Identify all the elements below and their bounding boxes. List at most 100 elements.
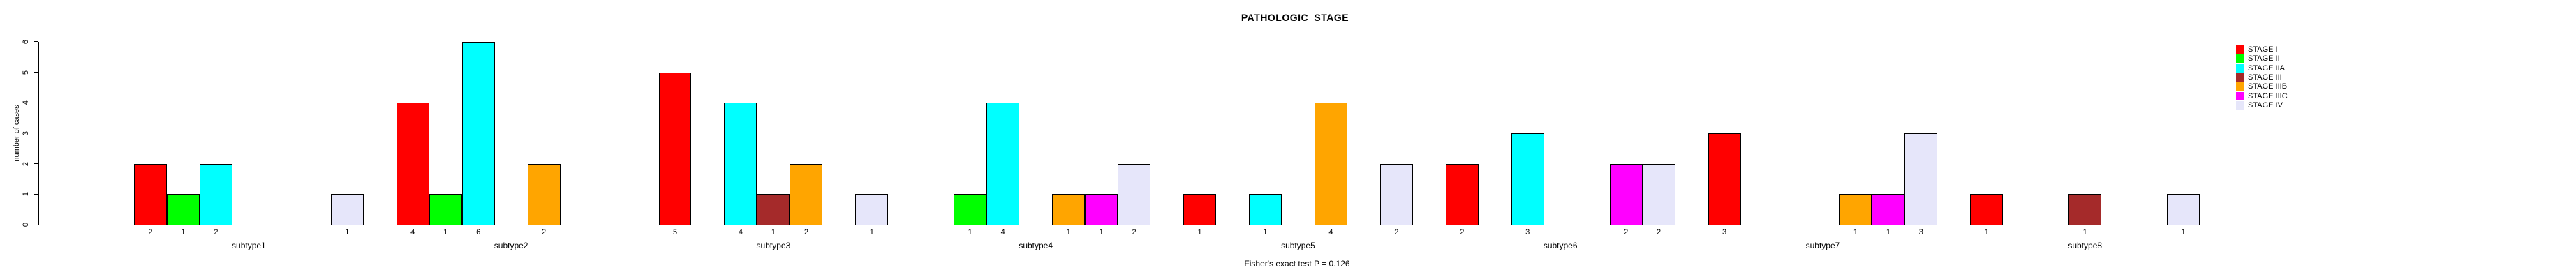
y-tick-label: 4 — [22, 100, 30, 105]
group-label-subtype7: subtype7 — [1805, 241, 1840, 250]
bar-subtype2-stage-iia — [461, 41, 495, 225]
bar-count-label: 1 — [968, 228, 972, 236]
y-tick-mark — [34, 163, 38, 165]
legend-label-stage-iia: STAGE IIA — [2248, 63, 2285, 73]
legend-swatch-stage-iia — [2236, 63, 2244, 73]
bar-count-label: 3 — [1525, 228, 1530, 236]
bar-subtype5-stage-i — [1183, 194, 1216, 225]
bar-count-label: 1 — [443, 228, 448, 236]
y-tick-label: 1 — [22, 192, 30, 197]
bar-subtype6-stage-iiic — [1609, 163, 1643, 225]
bar-subtype3-stage-iii — [757, 194, 790, 225]
bar-count-label: 2 — [1624, 228, 1629, 236]
bar-count-label: 1 — [2082, 228, 2087, 236]
bar-subtype3-stage-i — [658, 72, 692, 225]
legend-swatch-stage-i — [2236, 45, 2244, 54]
bar-subtype2-stage-iiib — [527, 163, 561, 225]
bar-count-label: 2 — [1460, 228, 1465, 236]
bar-count-label: 1 — [345, 228, 350, 236]
bar-count-label: 2 — [1657, 228, 1661, 236]
y-tick-mark — [34, 193, 38, 195]
bar-count-label: 3 — [1722, 228, 1727, 236]
bar-count-label: 1 — [1853, 228, 1858, 236]
bar-subtype7-stage-i — [1708, 133, 1741, 225]
bar-subtype8-stage-iv — [2167, 194, 2200, 225]
legend-swatch-stage-iiic — [2236, 91, 2244, 100]
bar-count-label: 3 — [1918, 228, 1923, 236]
legend-swatch-stage-iii — [2236, 73, 2244, 82]
legend-label-stage-i: STAGE I — [2248, 45, 2278, 54]
bar-subtype4-stage-iia — [986, 103, 1020, 225]
legend-label-stage-iv: STAGE IV — [2248, 100, 2283, 110]
bar-count-label: 2 — [804, 228, 808, 236]
legend-label-stage-iii: STAGE III — [2248, 73, 2282, 82]
bar-subtype8-stage-iii — [2068, 194, 2102, 225]
group-label-subtype1: subtype1 — [232, 241, 266, 250]
group-label-subtype8: subtype8 — [2068, 241, 2103, 250]
y-axis-line — [38, 42, 39, 225]
bar-count-label: 1 — [1984, 228, 1989, 236]
bar-subtype3-stage-iv — [855, 194, 889, 225]
legend-label-stage-iiib: STAGE IIIB — [2248, 82, 2288, 91]
legend-label-stage-ii: STAGE II — [2248, 54, 2280, 63]
footer-annotation: Fisher's exact test P = 0.126 — [1244, 259, 1350, 269]
bar-subtype6-stage-iv — [1642, 163, 1675, 225]
legend-swatch-stage-iiib — [2236, 82, 2244, 91]
bar-count-label: 1 — [181, 228, 186, 236]
bar-count-label: 1 — [1099, 228, 1104, 236]
bar-subtype6-stage-i — [1445, 163, 1479, 225]
legend-label-stage-iiic: STAGE IIIC — [2248, 91, 2288, 100]
bar-count-label: 2 — [1394, 228, 1399, 236]
bar-count-label: 4 — [1328, 228, 1333, 236]
group-label-subtype5: subtype5 — [1281, 241, 1315, 250]
y-tick-mark — [34, 41, 38, 43]
bar-count-label: 1 — [1066, 228, 1071, 236]
bar-subtype2-stage-ii — [429, 194, 462, 225]
bar-subtype4-stage-ii — [954, 194, 987, 225]
bar-subtype4-stage-iv — [1118, 163, 1151, 225]
bar-count-label: 2 — [542, 228, 547, 236]
bar-count-label: 4 — [1000, 228, 1005, 236]
y-axis-label: number of cases — [13, 105, 21, 162]
legend-swatch-stage-ii — [2236, 54, 2244, 63]
y-tick-label: 0 — [22, 222, 30, 227]
bar-count-label: 2 — [214, 228, 219, 236]
group-label-subtype4: subtype4 — [1019, 241, 1053, 250]
bar-count-label: 1 — [1197, 228, 1202, 236]
bar-subtype3-stage-iia — [724, 103, 757, 225]
bar-count-label: 4 — [410, 228, 415, 236]
bar-count-label: 5 — [672, 228, 678, 236]
bar-subtype2-stage-i — [396, 103, 429, 225]
bar-subtype4-stage-iiib — [1052, 194, 1086, 225]
bar-subtype1-stage-i — [134, 163, 167, 225]
bar-subtype4-stage-iiic — [1085, 194, 1118, 225]
bar-subtype7-stage-iiib — [1839, 194, 1872, 225]
y-tick-label: 6 — [22, 39, 30, 45]
bar-subtype5-stage-iia — [1248, 194, 1282, 225]
bar-subtype1-stage-iv — [330, 194, 364, 225]
bar-subtype5-stage-iiib — [1314, 103, 1347, 225]
bar-count-label: 2 — [1132, 228, 1137, 236]
bar-count-label: 1 — [2181, 228, 2186, 236]
bar-count-label: 1 — [1263, 228, 1268, 236]
bar-subtype5-stage-iv — [1379, 163, 1413, 225]
bar-subtype8-stage-i — [1970, 194, 2004, 225]
y-tick-label: 5 — [22, 70, 30, 75]
bar-subtype6-stage-iia — [1511, 133, 1544, 225]
group-label-subtype6: subtype6 — [1543, 241, 1578, 250]
y-tick-label: 3 — [22, 130, 30, 136]
bar-count-label: 1 — [869, 228, 874, 236]
legend-swatch-stage-iv — [2236, 100, 2244, 110]
bar-count-label: 6 — [476, 228, 481, 236]
bar-count-label: 1 — [771, 228, 776, 236]
bar-subtype7-stage-iv — [1904, 133, 1938, 225]
bar-subtype1-stage-ii — [166, 194, 200, 225]
chart-title: PATHOLOGIC_STAGE — [1241, 12, 1349, 23]
bar-subtype1-stage-iia — [199, 163, 232, 225]
group-label-subtype2: subtype2 — [494, 241, 528, 250]
group-label-subtype3: subtype3 — [756, 241, 791, 250]
bar-count-label: 2 — [148, 228, 153, 236]
y-tick-label: 2 — [22, 161, 30, 166]
bar-subtype3-stage-iiib — [790, 163, 823, 225]
